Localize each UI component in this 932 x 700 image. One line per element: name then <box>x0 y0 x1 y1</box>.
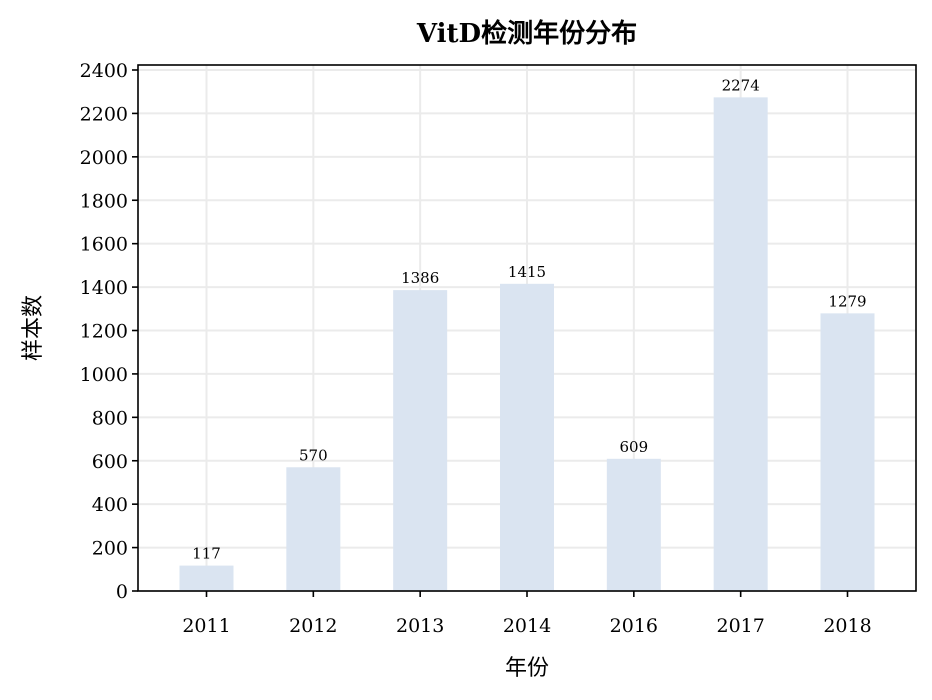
bar-2012 <box>286 467 341 591</box>
tick-layer: 0 200 400 600 800 1000 1200 1400 1600 1800 2000 220… <box>80 60 872 637</box>
y-tick-label: 1400 <box>80 277 128 299</box>
data-label-2012: 570 <box>299 446 328 464</box>
y-tick-label: 600 <box>92 451 128 473</box>
y-tick-label: 200 <box>92 538 128 560</box>
y-tick-label: 1800 <box>80 190 128 212</box>
data-label-2013: 1386 <box>401 269 439 287</box>
y-tick-label: 1600 <box>80 234 128 256</box>
y-tick-label: 2400 <box>80 60 128 82</box>
x-axis-label: 年份 <box>505 656 549 681</box>
y-axis-label: 样本数 <box>21 295 46 361</box>
y-tick-label: 400 <box>92 494 128 516</box>
x-tick-label-2011: 2011 <box>182 615 230 637</box>
y-tick-label: 800 <box>92 407 128 429</box>
x-tick-label-2016: 2016 <box>610 615 658 637</box>
x-tick-label-2013: 2013 <box>396 615 444 637</box>
y-tick-label: 1000 <box>80 364 128 386</box>
x-tick-label-2018: 2018 <box>823 615 871 637</box>
data-label-2016: 609 <box>620 438 649 456</box>
y-tick-label: 0 <box>116 581 128 603</box>
data-label-2018: 1279 <box>828 292 866 310</box>
chart-title: VitD检测年份分布 <box>416 18 637 49</box>
bar-2011 <box>179 565 234 591</box>
bar-layer: 117 570 1386 1415 609 2274 1279 <box>179 76 875 591</box>
data-label-2017: 2274 <box>722 76 760 94</box>
bar-2016 <box>606 458 661 591</box>
bar-2014 <box>500 283 554 591</box>
y-tick-label: 2200 <box>80 103 128 125</box>
x-tick-label-2017: 2017 <box>716 615 764 637</box>
y-tick-label: 1200 <box>80 321 128 343</box>
bar-2018 <box>820 313 875 591</box>
x-tick-label-2014: 2014 <box>503 615 551 637</box>
x-tick-label-2012: 2012 <box>289 615 337 637</box>
data-label-2011: 117 <box>192 545 221 563</box>
data-label-2014: 1415 <box>508 263 546 281</box>
bar-2017 <box>713 97 768 591</box>
bar-2013 <box>393 290 448 591</box>
y-tick-label: 2000 <box>80 147 128 169</box>
